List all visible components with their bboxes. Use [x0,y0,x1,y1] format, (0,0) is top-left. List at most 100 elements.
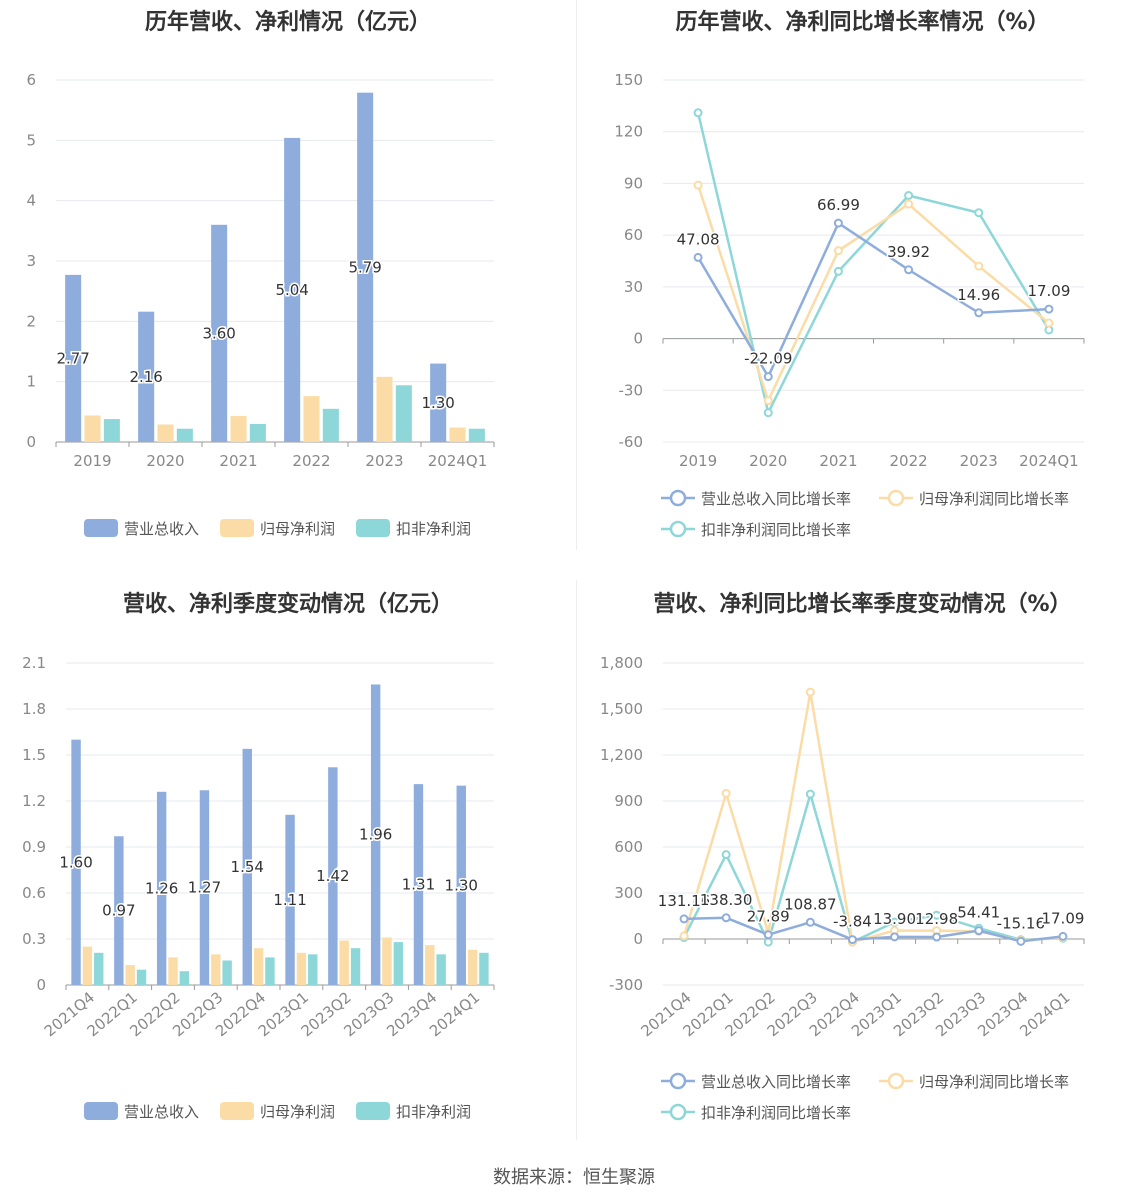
data-point [974,308,984,318]
y-tick-label: 1.2 [22,792,46,810]
x-tick-label: 2024Q1 [428,452,488,470]
legend-label: 扣非净利润同比增长率 [701,1104,851,1122]
bar-deducted-profit [249,423,266,442]
data-label: 0.97 [102,902,135,920]
bar-revenue [328,767,338,985]
x-tick-label: 2019 [73,452,111,470]
bar-parent-profit [168,957,178,985]
bar-revenue [284,137,301,443]
chart-title: 历年营收、净利情况（亿元） [144,10,431,35]
data-point [693,180,703,190]
divider-bottom [576,580,577,1140]
x-tick-label: 2020 [146,452,184,470]
data-label: 2.77 [56,349,89,367]
data-point [721,850,731,860]
x-tick-label: 2019 [679,452,717,470]
bar-deducted-profit [176,428,193,442]
data-label: 108.87 [784,895,837,913]
data-point [805,789,815,799]
divider-top [576,0,577,550]
data-label: 14.96 [957,286,1000,304]
data-label: -22.09 [744,350,792,368]
data-label: 17.09 [1041,909,1084,927]
bar-revenue [285,814,295,985]
data-point [693,252,703,262]
bar-deducted-profit [395,385,412,442]
y-tick-label: 0.3 [22,930,46,948]
legend-swatch [220,1102,254,1120]
bar-deducted-profit [179,971,190,985]
x-tick-label: 2021 [819,452,857,470]
data-point [763,930,773,940]
data-point [890,917,900,927]
bar-deducted-profit [103,419,120,442]
legend-label: 扣非净利润同比增长率 [701,521,851,539]
data-label: 1.26 [145,879,178,897]
data-point [847,935,857,945]
y-tick-label: 1,200 [600,746,643,764]
data-point [1058,931,1068,941]
panel-annual-growth-rate: 历年营收、净利同比增长率情况（%） -60 -30 0 30 60 90 120 150 201… [577,0,1148,560]
bar-revenue [114,836,124,985]
y-tick-label: 0 [633,330,643,348]
data-point [833,218,843,228]
legend-marker [669,489,687,507]
y-tick-label: 1,800 [600,654,643,672]
bar-parent-profit [376,376,393,442]
x-tick-label: 2020 [749,452,787,470]
bar-revenue [370,684,381,985]
series-line [684,916,1064,943]
panel-annual-revenue-profit: 历年营收、净利情况（亿元） 0 1 2 3 4 5 6 2019 2020 2021 2022 202… [0,0,576,560]
x-tick-label: 2023 [365,452,403,470]
legend-marker [887,489,905,507]
y-tick-label: 2.1 [22,654,46,672]
bar-parent-profit [449,427,466,442]
series-line [696,112,1050,417]
data-label: 1.31 [402,876,435,894]
legend-label: 扣非净利润 [396,1103,471,1121]
legend-label: 归母净利润同比增长率 [919,490,1069,508]
x-tick-label: 2022 [889,452,927,470]
y-tick-label: 30 [624,278,643,296]
legend-label: 归母净利润同比增长率 [919,1073,1069,1091]
data-label: 27.89 [747,908,790,926]
bar-parent-profit [211,954,221,985]
data-point [833,246,843,256]
data-label: 1.42 [316,867,349,885]
bar-revenue [242,748,252,985]
legend-label: 营业总收入 [124,1103,199,1121]
data-point [679,931,689,941]
y-tick-label: 5 [26,131,36,149]
bar-deducted-profit [265,957,275,985]
data-point [693,108,703,118]
legend-marker [887,1072,905,1090]
series-line [682,789,1063,946]
bar-deducted-profit [393,942,404,985]
data-point [974,926,984,936]
data-point [904,199,914,209]
x-tick-label: 2021 [219,452,257,470]
bar-parent-profit [467,949,478,985]
bar-parent-profit [339,940,349,985]
bar-revenue [156,791,167,985]
y-tick-label: 1.8 [22,700,46,718]
bar-revenue [65,274,82,442]
y-tick-label: 90 [624,174,643,192]
data-point [721,788,731,798]
bar-deducted-profit [468,428,485,442]
data-label: -3.84 [833,913,872,931]
data-point [932,932,942,942]
data-label: 1.60 [59,853,92,871]
data-point [763,372,773,382]
data-label: 1.30 [421,394,454,412]
data-label: 5.04 [275,281,308,299]
y-tick-label: 0 [26,433,36,451]
bar-deducted-profit [322,408,339,442]
y-tick-label: 4 [26,192,36,210]
data-point [904,190,914,200]
data-label: 1.96 [359,826,392,844]
y-tick-label: 0 [36,976,46,994]
chart-title: 历年营收、净利同比增长率情况（%） [675,10,1050,35]
data-label: 1.27 [188,879,221,897]
data-label: 1.11 [273,891,306,909]
